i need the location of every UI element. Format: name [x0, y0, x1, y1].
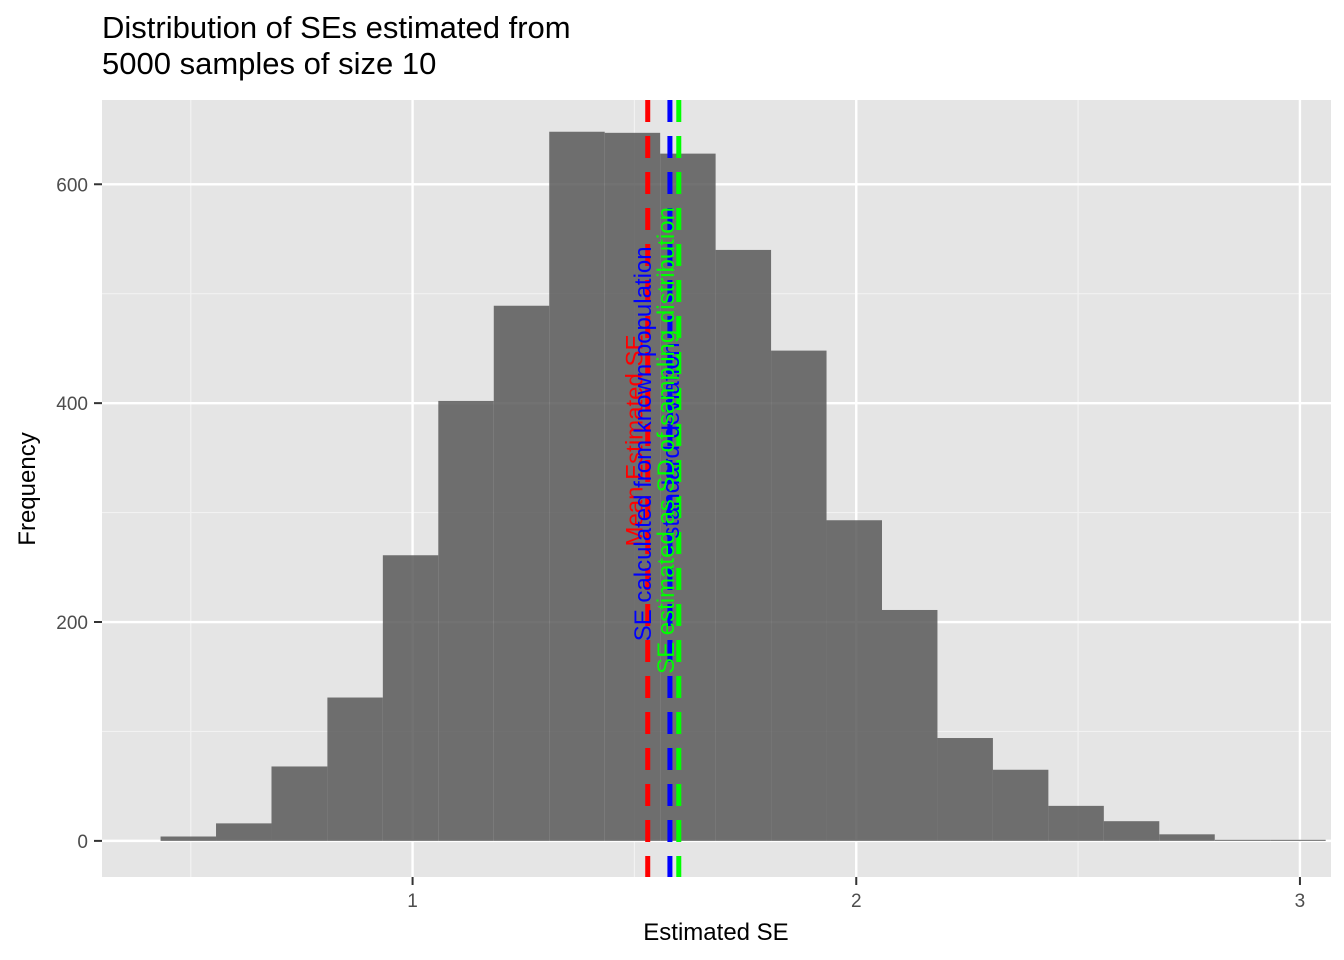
ref-label-se-known-population-line-2: standard deviation: [658, 342, 685, 538]
histogram-bar: [715, 249, 772, 841]
reference-line-labels: Mean Estimated SE SE calculated from kno…: [622, 207, 685, 674]
chart-title: Distribution of SEs estimated from 5000 …: [102, 10, 571, 82]
histogram-bar: [438, 400, 494, 841]
y-tick-label: 0: [77, 832, 88, 853]
y-axis: 0 200 400 600: [56, 175, 102, 853]
ref-label-mean-estimated-se: Mean Estimated SE: [622, 334, 649, 546]
chart-title-line-2: 5000 samples of size 10: [102, 46, 437, 81]
y-axis-title: Frequency: [14, 432, 41, 545]
histogram-bar: [271, 766, 328, 841]
y-tick-label: 600: [56, 175, 88, 196]
histogram-bar: [1159, 834, 1215, 841]
y-tick-label: 400: [56, 394, 88, 415]
histogram-bar: [604, 132, 661, 841]
histogram-bar: [160, 836, 217, 841]
ref-label-mean-estimated-se-line-1: Mean Estimated SE: [622, 334, 649, 546]
histogram-bar: [826, 520, 882, 841]
ref-label-se-sampling-distribution: SE estimated as SD of sampling distribut…: [653, 207, 680, 674]
ref-label-se-sampling-distribution-line-1: SE estimated as SD of sampling distribut…: [653, 207, 680, 674]
histogram-bar: [771, 350, 827, 841]
histogram-bar: [1270, 839, 1326, 841]
histogram-bar: [216, 823, 272, 841]
histogram-bars: [160, 131, 1326, 841]
histogram-bar: [382, 555, 439, 841]
histogram-bar: [549, 131, 605, 841]
histogram-bar: [937, 738, 993, 841]
x-tick-label: 3: [1295, 891, 1306, 912]
reference-lines: [645, 100, 682, 877]
histogram-bar: [1103, 821, 1160, 841]
y-tick-label: 200: [56, 613, 88, 634]
ref-label-se-known-population: SE calculated from known population stan…: [630, 240, 685, 642]
x-tick-label: 2: [851, 891, 862, 912]
histogram-bar: [1214, 839, 1271, 841]
histogram-bar: [327, 697, 383, 841]
x-tick-label: 1: [407, 891, 418, 912]
x-axis-title: Estimated SE: [643, 919, 788, 946]
histogram-bar: [881, 609, 938, 841]
chart-title-line-1: Distribution of SEs estimated from: [102, 10, 571, 45]
ref-label-se-known-population-line-1: SE calculated from known population: [630, 246, 657, 641]
histogram-bar: [992, 769, 1049, 841]
x-axis: 1 2 3: [407, 877, 1305, 912]
histogram-bar: [1048, 805, 1104, 841]
histogram-bar: [493, 305, 550, 841]
